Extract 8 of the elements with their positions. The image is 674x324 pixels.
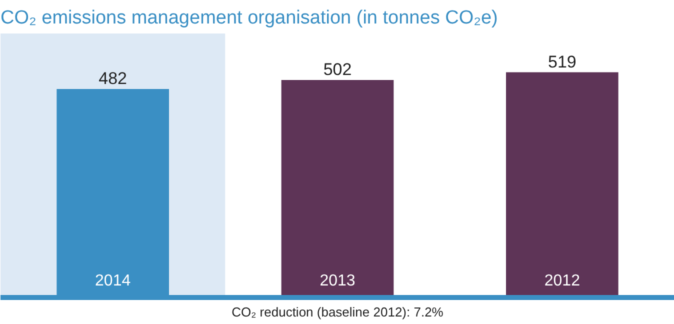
data-label: 519	[548, 52, 576, 72]
x-tick-label: 2013	[320, 272, 356, 290]
text: CO₂ reduction (baseline 2012): 7.2%	[232, 304, 444, 320]
data-label: 502	[323, 60, 352, 79]
data-label: 482	[98, 69, 128, 88]
x-tick-label: 2014	[95, 272, 131, 290]
chart-title: CO₂ emissions management organisation (in tonnes CO₂e)	[0, 8, 498, 28]
x-tick-label: 2012	[544, 272, 580, 290]
